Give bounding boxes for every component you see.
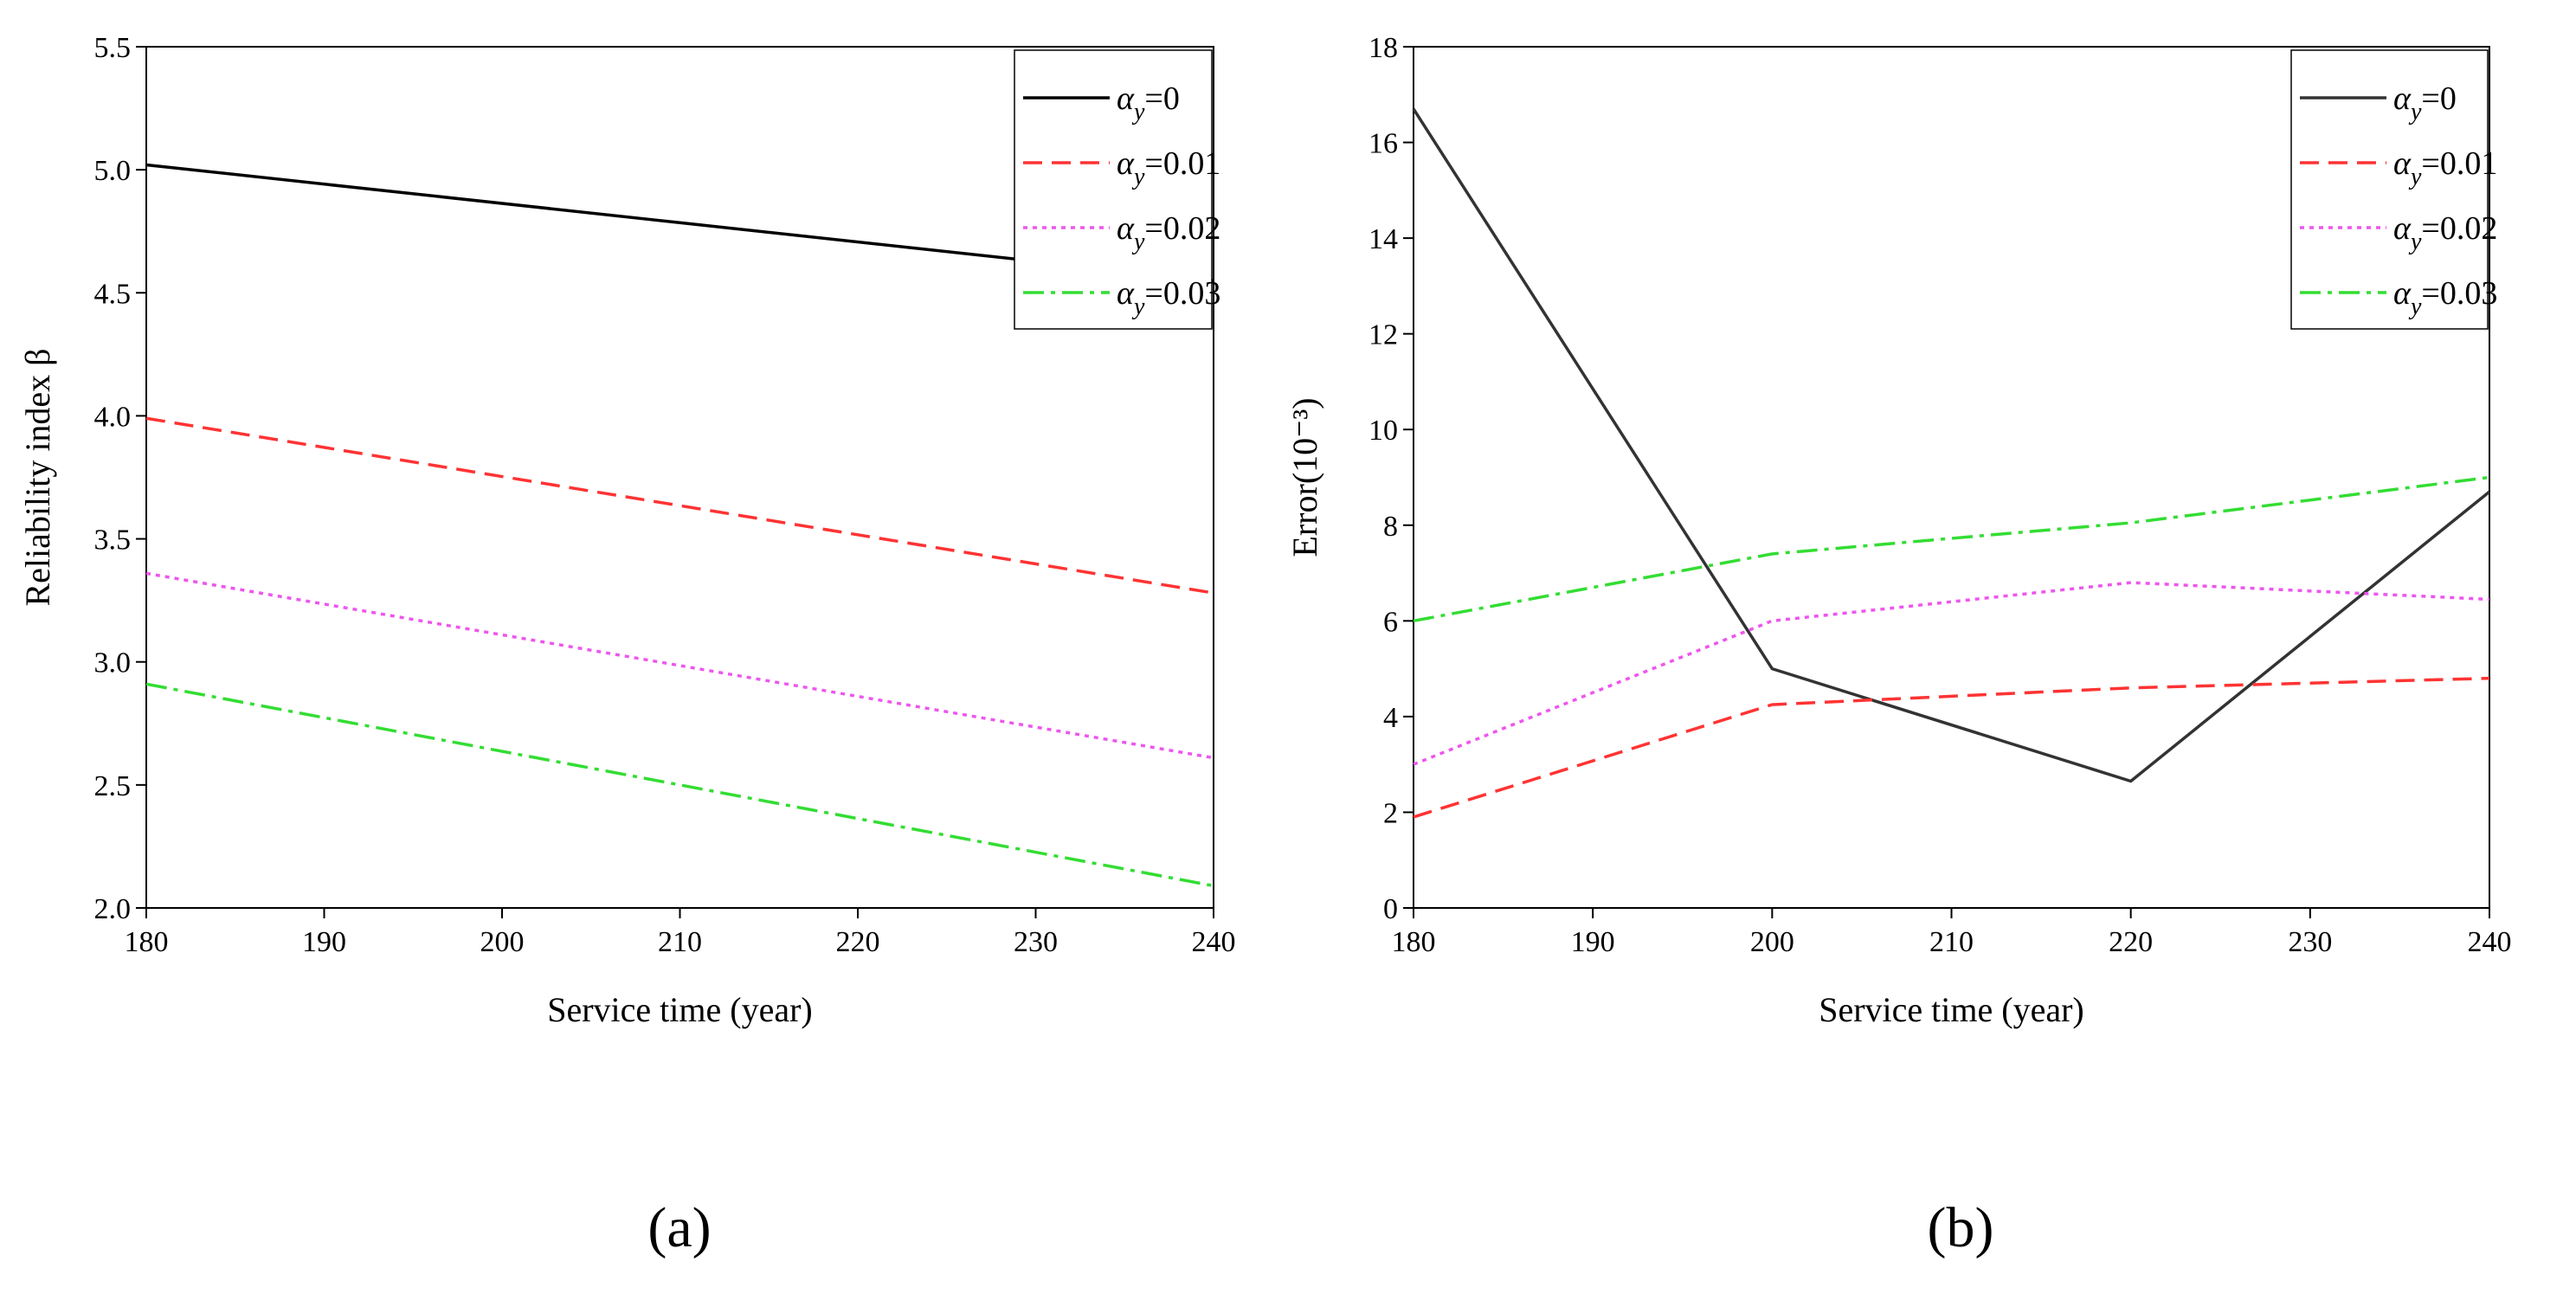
legend-value: =0.03 xyxy=(1144,275,1220,312)
legend-subscript: y xyxy=(2408,293,2422,320)
legend-symbol: α xyxy=(2393,145,2412,182)
series-line-1 xyxy=(145,416,1214,595)
y-tick-label: 2 xyxy=(1383,797,1398,829)
series-line-0 xyxy=(1412,107,2491,783)
legend-entry-1: αy=0.01 xyxy=(1117,145,1220,190)
x-tick-label: 210 xyxy=(1929,926,1974,958)
legend-value: =0.02 xyxy=(1144,210,1220,247)
x-tick-label: 220 xyxy=(836,926,880,958)
series-line-3 xyxy=(145,682,1214,888)
y-tick-label: 6 xyxy=(1383,606,1398,638)
x-tick-label: 190 xyxy=(1571,926,1615,958)
legend-value: =0.01 xyxy=(2421,145,2497,182)
legend-symbol: α xyxy=(2393,210,2412,247)
y-tick-label: 16 xyxy=(1368,128,1398,160)
legend-value: =0 xyxy=(1144,80,1179,117)
y-tick-label: 12 xyxy=(1368,319,1398,351)
legend-entry-2: αy=0.02 xyxy=(1117,210,1220,255)
legend-subscript: y xyxy=(1131,229,1145,255)
x-tick-label: 180 xyxy=(125,926,169,958)
y-tick-label: 0 xyxy=(1383,893,1398,925)
legend-symbol: α xyxy=(2393,80,2412,117)
chart-panel-a: 180 190 200 210 220 230 240 2.0 2.5 3.0 3.5 4.0 4.5 5… xyxy=(18,32,1236,1259)
x-tick-label: 200 xyxy=(1750,926,1794,958)
y-tick-label: 3.0 xyxy=(94,647,132,679)
x-axis-label: Service time (year) xyxy=(547,990,813,1029)
legend-subscript: y xyxy=(2408,164,2422,190)
y-tick-label: 4 xyxy=(1383,702,1398,734)
panel-label: (a) xyxy=(647,1196,711,1259)
y-tick-label: 2.5 xyxy=(94,770,132,802)
y-tick-label: 2.0 xyxy=(94,893,132,925)
y-tick-label: 5.5 xyxy=(94,32,132,64)
legend-entry-0: αy=0 xyxy=(2393,80,2457,126)
x-tick-label: 190 xyxy=(302,926,346,958)
y-tick-label: 10 xyxy=(1368,415,1398,447)
panel-label: (b) xyxy=(1928,1196,1994,1259)
y-tick-label: 14 xyxy=(1368,223,1398,255)
legend-entry-3: αy=0.03 xyxy=(2393,275,2497,320)
series-line-3 xyxy=(1413,475,2490,623)
legend-subscript: y xyxy=(2408,229,2422,255)
legend-symbol: α xyxy=(1117,145,1135,182)
legend-symbol: α xyxy=(1117,80,1135,117)
legend-subscript: y xyxy=(2408,99,2422,126)
legend-subscript: y xyxy=(1131,99,1145,126)
x-tick-label: 180 xyxy=(1392,926,1436,958)
y-tick-label: 5.0 xyxy=(94,155,132,187)
legend-symbol: α xyxy=(2393,275,2412,312)
x-tick-label: 230 xyxy=(1014,926,1058,958)
legend-subscript: y xyxy=(1131,164,1145,190)
series-line-2 xyxy=(145,571,1214,760)
series-line-2 xyxy=(1413,581,2490,766)
x-tick-label: 220 xyxy=(2109,926,2153,958)
legend-entry-1: αy=0.01 xyxy=(2393,145,2497,190)
y-tick-label: 18 xyxy=(1368,32,1398,64)
legend-symbol: α xyxy=(1117,210,1135,247)
y-tick-label: 3.5 xyxy=(94,525,132,557)
legend-symbol: α xyxy=(1117,275,1135,312)
legend-subscript: y xyxy=(1131,293,1145,320)
legend-entry-0: αy=0 xyxy=(1117,80,1180,126)
chart-panel-b: 180 190 200 210 220 230 240 0 2 4 6 8 10 12 14 16 18 Serv… xyxy=(1285,32,2512,1259)
legend-entry-3: αy=0.03 xyxy=(1117,275,1220,320)
legend-value: =0.03 xyxy=(2421,275,2497,312)
x-tick-label: 210 xyxy=(658,926,702,958)
legend-value: =0.01 xyxy=(1144,145,1220,182)
x-tick-label: 240 xyxy=(1192,926,1236,958)
x-tick-label: 200 xyxy=(480,926,525,958)
y-tick-label: 4.5 xyxy=(94,278,132,310)
y-tick-label: 8 xyxy=(1383,511,1398,543)
y-axis-label: Reliability index β xyxy=(18,348,57,606)
legend-value: =0 xyxy=(2421,80,2456,117)
y-axis-label: Error(10⁻³) xyxy=(1285,397,1324,557)
legend-value: =0.02 xyxy=(2421,210,2497,247)
series-line-1 xyxy=(1413,676,2490,819)
x-axis-label: Service time (year) xyxy=(1819,990,2084,1029)
y-tick-label: 4.0 xyxy=(94,401,132,433)
x-tick-label: 240 xyxy=(2468,926,2512,958)
legend-entry-2: αy=0.02 xyxy=(2393,210,2497,255)
x-tick-label: 230 xyxy=(2288,926,2332,958)
